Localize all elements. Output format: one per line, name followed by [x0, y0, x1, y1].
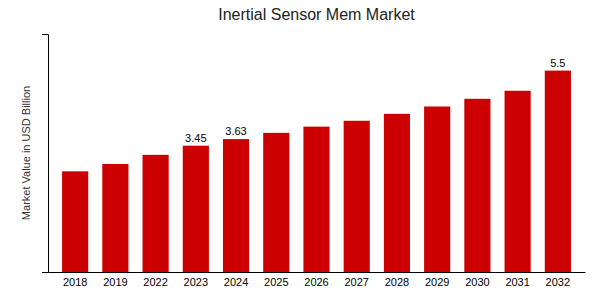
bar	[263, 133, 289, 272]
title: Inertial Sensor Mem Market	[218, 6, 415, 23]
plot-area: 2018 2019 2022 2023 2024 2025 2026 2027 2028 2029…	[42, 35, 586, 288]
x-tick-label: 2023	[184, 276, 208, 288]
bar	[464, 99, 490, 272]
x-tick-label: 2028	[385, 276, 409, 288]
x-tick-label: 2032	[546, 276, 570, 288]
x-tick-label: 2024	[224, 276, 248, 288]
x-tick: 2031	[505, 272, 529, 288]
x-tick-label: 2025	[264, 276, 288, 288]
bar	[303, 127, 329, 272]
x-tick: 2025	[264, 272, 288, 288]
x-tick: 2026	[304, 272, 328, 288]
bar	[384, 114, 410, 272]
x-tick-label: 2019	[103, 276, 127, 288]
x-tick: 2022	[143, 272, 167, 288]
bar	[505, 91, 531, 272]
x-axis: 2018 2019 2022 2023 2024 2025 2026 2027 2028 2029…	[49, 272, 586, 288]
x-tick-label: 2022	[143, 276, 167, 288]
x-tick-label: 2018	[63, 276, 87, 288]
x-tick: 2023	[184, 272, 208, 288]
bar	[102, 164, 128, 272]
bar	[344, 121, 370, 272]
bar	[223, 139, 249, 272]
x-tick-label: 2026	[304, 276, 328, 288]
bar	[143, 155, 169, 272]
bar	[183, 146, 209, 272]
chart: 2018 2019 2022 2023 2024 2025 2026 2027 2028 2029…	[0, 0, 600, 300]
x-tick-label: 2030	[465, 276, 489, 288]
y-axis-line	[42, 35, 49, 273]
x-tick: 2029	[425, 272, 449, 288]
bar	[545, 71, 571, 272]
x-tick-label: 2027	[344, 276, 368, 288]
x-tick-label: 2031	[505, 276, 529, 288]
data-label: 3.63	[225, 125, 246, 137]
x-tick: 2018	[63, 272, 87, 288]
x-axis-line	[49, 272, 586, 273]
x-tick-label: 2029	[425, 276, 449, 288]
x-tick: 2032	[546, 272, 570, 288]
data-labels: 3.45 3.63 5.5	[185, 57, 565, 144]
y-axis	[42, 35, 49, 273]
x-tick: 2027	[344, 272, 368, 288]
bars	[62, 71, 571, 272]
bar	[62, 171, 88, 272]
data-label: 5.5	[550, 57, 565, 69]
x-tick: 2030	[465, 272, 489, 288]
x-tick: 2024	[224, 272, 248, 288]
y-axis-title: Market Value in USD Billion	[20, 86, 32, 220]
x-tick: 2019	[103, 272, 127, 288]
data-label: 3.45	[185, 132, 206, 144]
bar	[424, 106, 450, 272]
x-tick: 2028	[385, 272, 409, 288]
